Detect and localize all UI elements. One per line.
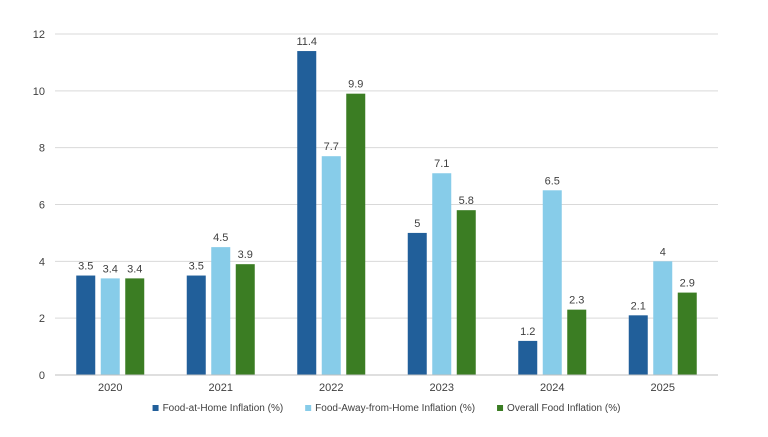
- data-label: 2.9: [680, 278, 695, 290]
- data-label: 1.2: [520, 326, 535, 338]
- legend-label: Overall Food Inflation (%): [507, 403, 620, 414]
- data-label: 3.4: [127, 263, 142, 275]
- bar: [186, 275, 206, 375]
- legend-swatch: [152, 405, 159, 411]
- x-tick-label: 2021: [209, 382, 233, 394]
- y-tick-label: 12: [33, 29, 45, 41]
- bar: [235, 264, 255, 375]
- bar: [100, 278, 120, 375]
- legend: Food-at-Home Inflation (%) Food-Away-from…: [152, 403, 620, 414]
- bar: [677, 292, 697, 375]
- gridlines: [55, 33, 718, 319]
- data-label: 6.5: [545, 175, 560, 187]
- data-label: 7.1: [434, 158, 449, 170]
- x-tick-label: 2020: [98, 382, 122, 394]
- bar: [125, 278, 145, 375]
- bar: [456, 210, 476, 375]
- bar: [518, 340, 538, 375]
- bar: [432, 173, 452, 375]
- data-labels: 3.5 3.4 3.4 3.5 4.5 3.9 11.4 7.7 9.9 5 7.1 5.8 1.2 6.…: [78, 36, 695, 338]
- data-label: 4: [660, 246, 666, 258]
- bar: [653, 261, 673, 375]
- bars: [76, 51, 697, 376]
- data-label: 3.5: [189, 261, 204, 273]
- y-tick-label: 4: [39, 256, 45, 268]
- data-label: 7.7: [324, 141, 339, 153]
- y-tick-label: 8: [39, 143, 45, 155]
- data-label: 11.4: [296, 36, 317, 48]
- data-label: 2.3: [569, 295, 584, 307]
- legend-label: Food-Away-from-Home Inflation (%): [315, 403, 475, 414]
- data-label: 5.8: [459, 195, 474, 207]
- data-label: 4.5: [213, 232, 228, 244]
- bar: [407, 232, 427, 375]
- data-label: 3.5: [78, 261, 93, 273]
- x-tick-label: 2022: [319, 382, 343, 394]
- axes: 0 2 4 6 8 10 12 2020 2021 2022 2023 2024 2025: [33, 29, 718, 394]
- bar: [297, 51, 317, 376]
- y-tick-label: 6: [39, 200, 45, 212]
- data-label: 5: [414, 218, 420, 230]
- bar: [567, 309, 587, 375]
- y-tick-label: 10: [33, 86, 45, 98]
- data-label: 2.1: [631, 300, 646, 312]
- legend-label: Food-at-Home Inflation (%): [163, 403, 284, 414]
- x-tick-label: 2025: [651, 382, 675, 394]
- bar: [346, 93, 366, 376]
- legend-swatch: [497, 405, 504, 411]
- y-tick-label: 2: [39, 313, 45, 325]
- bar: [542, 190, 562, 375]
- legend-swatch: [305, 405, 312, 411]
- bar: [211, 247, 231, 375]
- data-label: 3.4: [103, 263, 118, 275]
- x-tick-label: 2024: [540, 382, 564, 394]
- bar: [628, 315, 648, 375]
- data-label: 9.9: [348, 79, 363, 91]
- bar: [321, 156, 341, 375]
- x-tick-label: 2023: [430, 382, 454, 394]
- data-label: 3.9: [238, 249, 253, 261]
- bar: [76, 275, 96, 375]
- y-tick-label: 0: [39, 370, 45, 382]
